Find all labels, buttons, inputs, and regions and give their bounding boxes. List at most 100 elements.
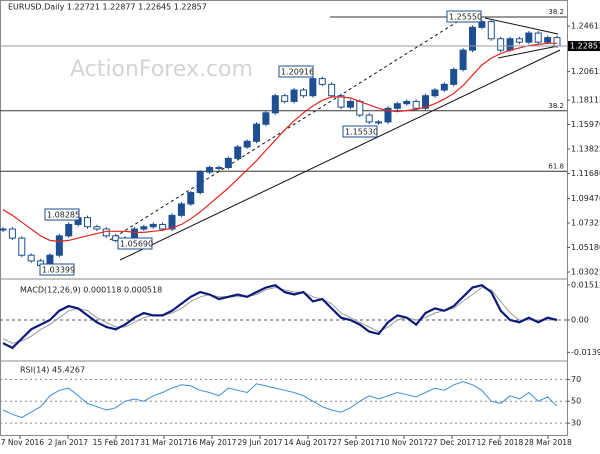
candle xyxy=(8,228,16,239)
candle xyxy=(328,83,336,97)
candle xyxy=(487,21,495,40)
candle xyxy=(384,107,392,123)
candle xyxy=(422,95,430,109)
candle xyxy=(253,123,261,142)
candle xyxy=(224,157,232,168)
candle xyxy=(55,235,63,256)
price-annotation-box xyxy=(39,263,75,276)
y-tick-label: 1.09470 xyxy=(571,194,600,203)
triangle-bottom xyxy=(497,45,559,59)
y-tick-label: 50 xyxy=(571,397,581,406)
y-tick-label: 1.11680 xyxy=(571,169,600,178)
candle xyxy=(290,89,298,102)
candle xyxy=(65,223,73,237)
watermark: ActionForex.com xyxy=(70,57,253,82)
candle xyxy=(177,203,185,216)
candle xyxy=(393,103,401,109)
x-tick-label: 29 Jun 2017 xyxy=(237,438,282,447)
candle xyxy=(18,237,26,256)
candle xyxy=(534,32,542,43)
y-tick-label: 1.03025 xyxy=(571,268,600,277)
price-annotation-box xyxy=(278,65,314,78)
candle xyxy=(206,166,214,173)
candle xyxy=(478,21,486,28)
header: EURUSD,Daily 1.22721 1.22877 1.22645 1.2… xyxy=(8,3,207,12)
candle xyxy=(130,228,138,239)
candle xyxy=(544,37,552,43)
candle xyxy=(375,121,383,124)
candle xyxy=(0,228,7,231)
y-tick-label: 70 xyxy=(571,375,581,384)
triangle-top xyxy=(484,17,559,35)
candle xyxy=(93,226,101,230)
macd-line xyxy=(2,284,558,350)
price-annotation-box xyxy=(44,208,80,221)
channel-line xyxy=(109,14,469,241)
last-price: 1.22857 xyxy=(570,42,600,51)
candle xyxy=(168,214,176,230)
y-tick-label: 1.13825 xyxy=(571,144,600,153)
candle xyxy=(159,223,167,230)
support-line xyxy=(119,49,561,261)
candle xyxy=(262,112,270,125)
price-annotation: 1.05690 xyxy=(120,240,153,249)
y-tick-label: 0.01512 xyxy=(571,280,600,289)
candle xyxy=(243,140,251,148)
candle xyxy=(299,89,307,97)
candle xyxy=(412,100,420,109)
price-annotation-box xyxy=(342,125,378,138)
y-tick-label: 30 xyxy=(571,419,581,428)
frame xyxy=(0,0,568,436)
candle xyxy=(440,83,448,91)
candle xyxy=(468,26,476,51)
candle xyxy=(149,223,157,228)
y-tick-label: 1.07325 xyxy=(571,219,600,228)
candle xyxy=(140,226,148,230)
x-tick-label: 15 Feb 2017 xyxy=(93,438,140,447)
candle xyxy=(187,192,195,205)
x-tick-label: 10 Nov 2017 xyxy=(380,438,428,447)
x-tick-label: 27 Dec 2017 xyxy=(428,438,476,447)
candle xyxy=(215,166,223,169)
x-tick-label: 14 Aug 2017 xyxy=(284,438,332,447)
x-tick-label: 27 Sep 2017 xyxy=(332,438,380,447)
y-tick-label: -0.013938 xyxy=(571,348,600,357)
candle xyxy=(515,38,523,43)
rsi-line xyxy=(2,381,558,419)
price-annotation-box xyxy=(446,10,482,23)
y-tick-label: 1.20615 xyxy=(571,67,600,76)
candle xyxy=(553,37,561,47)
y-tick-label: 1.15970 xyxy=(571,120,600,129)
price-annotation: 1.15530 xyxy=(345,128,378,137)
x-tick-label: 12 Feb 2018 xyxy=(477,438,524,447)
x-tick-label: 28 Mar 2018 xyxy=(524,438,572,447)
x-tick-label: 31 Mar 2017 xyxy=(140,438,188,447)
candle xyxy=(346,100,354,108)
x-tick-label: 2 Jan 2017 xyxy=(48,438,88,447)
candle xyxy=(196,171,204,194)
candle xyxy=(525,32,533,43)
y-tick-label: 0.00 xyxy=(571,316,589,325)
candle xyxy=(271,95,279,114)
candle xyxy=(234,146,242,159)
price-annotation: 1.03399 xyxy=(42,266,75,275)
candle xyxy=(506,38,514,51)
rsi-title: RSI(14) 45.4267 xyxy=(20,366,85,375)
fib-label: 38.2 xyxy=(548,102,564,110)
last-price-box xyxy=(568,41,600,52)
price-annotation: 1.20916 xyxy=(281,68,314,77)
price-annotation-box xyxy=(117,237,153,250)
price-annotation: 1.08285 xyxy=(47,211,80,220)
candle xyxy=(403,100,411,105)
candle xyxy=(356,100,364,116)
candle xyxy=(497,38,505,51)
x-tick-label: 16 May 2017 xyxy=(188,438,237,447)
candle xyxy=(318,78,326,85)
candle xyxy=(431,89,439,97)
candle xyxy=(459,49,467,71)
moving-average xyxy=(2,42,557,243)
fib-label: 61.8 xyxy=(548,162,564,170)
candle xyxy=(309,78,317,97)
candle xyxy=(337,95,345,108)
